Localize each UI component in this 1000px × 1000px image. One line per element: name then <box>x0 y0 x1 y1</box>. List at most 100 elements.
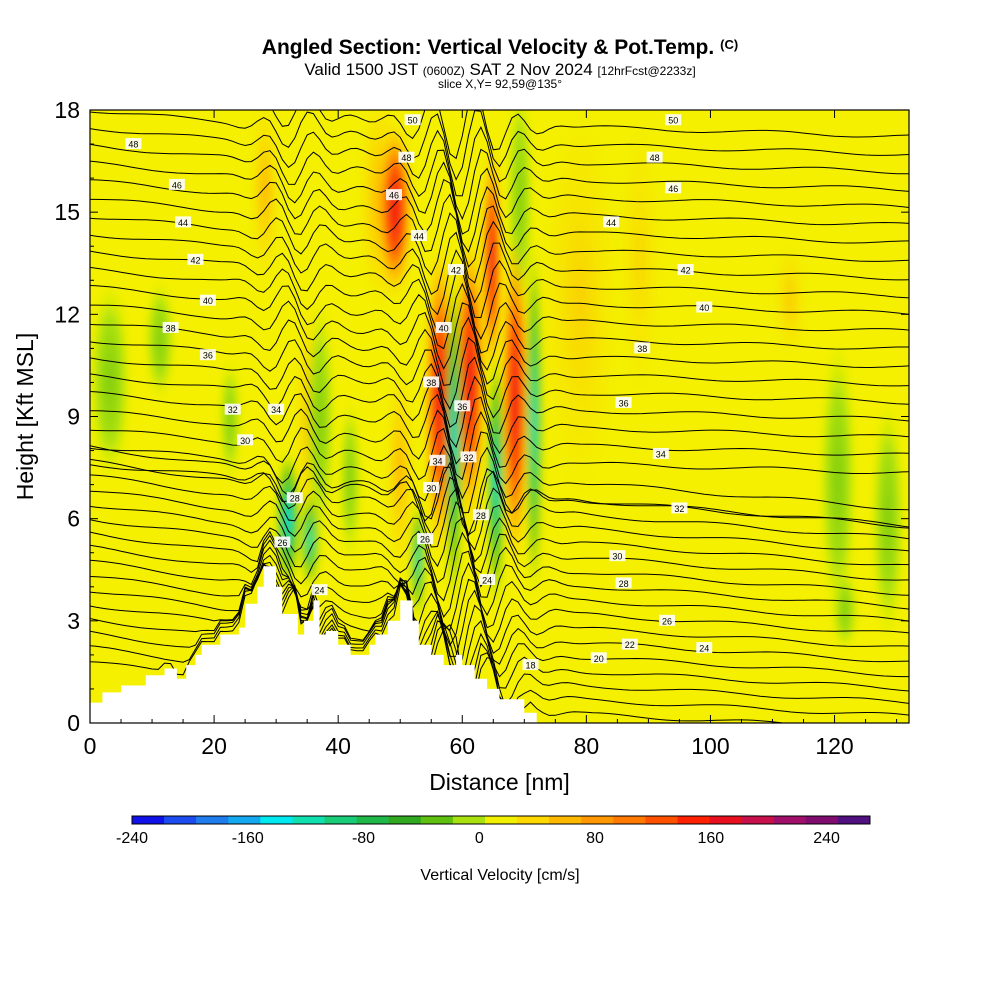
isentrope-label: 36 <box>199 349 216 361</box>
isentrope-line <box>90 212 909 284</box>
svg-text:40: 40 <box>203 296 213 306</box>
svg-text:24: 24 <box>699 644 709 654</box>
isentrope-line <box>90 490 909 574</box>
svg-text:38: 38 <box>166 323 176 333</box>
isentrope-label: 44 <box>410 230 427 242</box>
svg-text:30: 30 <box>426 484 436 494</box>
svg-text:28: 28 <box>476 511 486 521</box>
isentrope-label: 48 <box>125 138 142 150</box>
colorbar-swatch <box>517 816 550 824</box>
svg-text:36: 36 <box>457 402 467 412</box>
y-tick-label: 0 <box>67 710 80 736</box>
isentrope-line <box>90 337 909 411</box>
svg-text:28: 28 <box>619 579 629 589</box>
x-tick-label: 20 <box>201 733 227 759</box>
isentrope-label: 24 <box>479 573 496 585</box>
svg-text:26: 26 <box>662 616 672 626</box>
colorbar-swatch <box>356 816 390 824</box>
isentrope-label: 24 <box>311 584 328 596</box>
isentrope-line <box>90 126 909 197</box>
isentrope-label: 30 <box>423 482 440 494</box>
isentrope-label: 34 <box>429 454 446 466</box>
svg-text:38: 38 <box>637 344 647 354</box>
colorbar-tick-label: -160 <box>232 830 264 847</box>
isentrope-line <box>90 458 909 551</box>
colorbar-swatch <box>388 816 422 824</box>
colorbar-swatch <box>196 816 229 824</box>
isentrope-label: 50 <box>665 114 682 126</box>
isentrope-label: 44 <box>175 216 192 228</box>
isentrope-label: 30 <box>609 550 626 562</box>
isentrope-label: 26 <box>274 536 291 548</box>
colorbar-swatch <box>709 816 743 824</box>
svg-text:24: 24 <box>315 586 325 596</box>
y-tick-label: 3 <box>67 608 80 634</box>
isentrope-line <box>90 505 909 588</box>
colorbar: -240 -160 -80 0 80 160 240 Vertical Velocity [c… <box>116 815 871 884</box>
svg-text:26: 26 <box>277 538 287 548</box>
colorbar-swatch <box>260 816 293 824</box>
svg-text:34: 34 <box>656 449 666 459</box>
isentrope-label: 28 <box>472 509 489 521</box>
isentrope-label: 48 <box>398 151 415 163</box>
isentrope-line <box>90 300 909 371</box>
svg-text:40: 40 <box>699 303 709 313</box>
slice-info: slice X,Y= 92,59@135° <box>437 77 563 91</box>
isentrope-label: 46 <box>665 182 682 194</box>
isentrope-line <box>90 554 909 675</box>
svg-text:44: 44 <box>606 218 616 228</box>
svg-text:24: 24 <box>482 575 492 585</box>
x-tick-label: 100 <box>691 733 729 759</box>
svg-text:32: 32 <box>463 453 473 463</box>
svg-text:26: 26 <box>420 535 430 545</box>
svg-text:46: 46 <box>668 184 678 194</box>
isentrope-label: 28 <box>286 492 303 504</box>
svg-text:46: 46 <box>389 191 399 201</box>
colorbar-swatch <box>677 816 711 824</box>
isentrope-label: 48 <box>646 151 663 163</box>
isentrope-line <box>90 110 909 181</box>
svg-text:42: 42 <box>190 255 200 265</box>
colorbar-tick-label: -240 <box>116 830 148 847</box>
colorbar-swatch <box>420 816 454 824</box>
y-axis-label: Height [Kft MSL] <box>12 333 38 500</box>
isentrope-label: 28 <box>615 577 632 589</box>
isentrope-line <box>90 530 909 618</box>
y-tick-label: 15 <box>54 199 80 225</box>
isentrope-label: 40 <box>696 301 713 313</box>
svg-text:32: 32 <box>228 405 238 415</box>
x-tick-label: 120 <box>815 733 853 759</box>
terrain <box>90 566 909 723</box>
isentrope-line <box>90 427 909 500</box>
isentrope-line <box>90 539 909 647</box>
isentrope-label: 44 <box>603 216 620 228</box>
y-tick-label: 12 <box>54 301 80 327</box>
chart-subtitle: Valid 1500 JST (0600Z) SAT 2 Nov 2024 [1… <box>0 60 1000 80</box>
colorbar-tick-label: 160 <box>697 830 724 847</box>
isentrope-line <box>90 316 909 386</box>
isentrope-line <box>90 564 909 693</box>
svg-text:30: 30 <box>240 436 250 446</box>
svg-text:50: 50 <box>668 116 678 126</box>
colorbar-swatch <box>741 816 775 824</box>
svg-text:18: 18 <box>526 661 536 671</box>
isentrope-label: 36 <box>454 400 471 412</box>
colorbar-swatch <box>549 816 582 824</box>
x-tick-label: 80 <box>574 733 600 759</box>
isentrope-line <box>90 546 909 657</box>
svg-text:20: 20 <box>594 654 604 664</box>
svg-text:36: 36 <box>619 398 629 408</box>
isentrope-line <box>90 373 909 449</box>
colorbar-swatch <box>292 816 326 824</box>
isentrope-label: 38 <box>634 342 651 354</box>
y-tick-label: 6 <box>67 506 80 532</box>
isentrope-label: 32 <box>460 451 477 463</box>
svg-text:48: 48 <box>650 153 660 163</box>
isentrope-label: 50 <box>404 114 421 126</box>
svg-text:30: 30 <box>612 552 622 562</box>
colorbar-tick-label: 80 <box>586 830 604 847</box>
isentrope-label: 32 <box>671 502 688 514</box>
svg-text:32: 32 <box>674 504 684 514</box>
colorbar-swatch <box>581 816 614 824</box>
isentrope-label: 20 <box>590 652 607 664</box>
